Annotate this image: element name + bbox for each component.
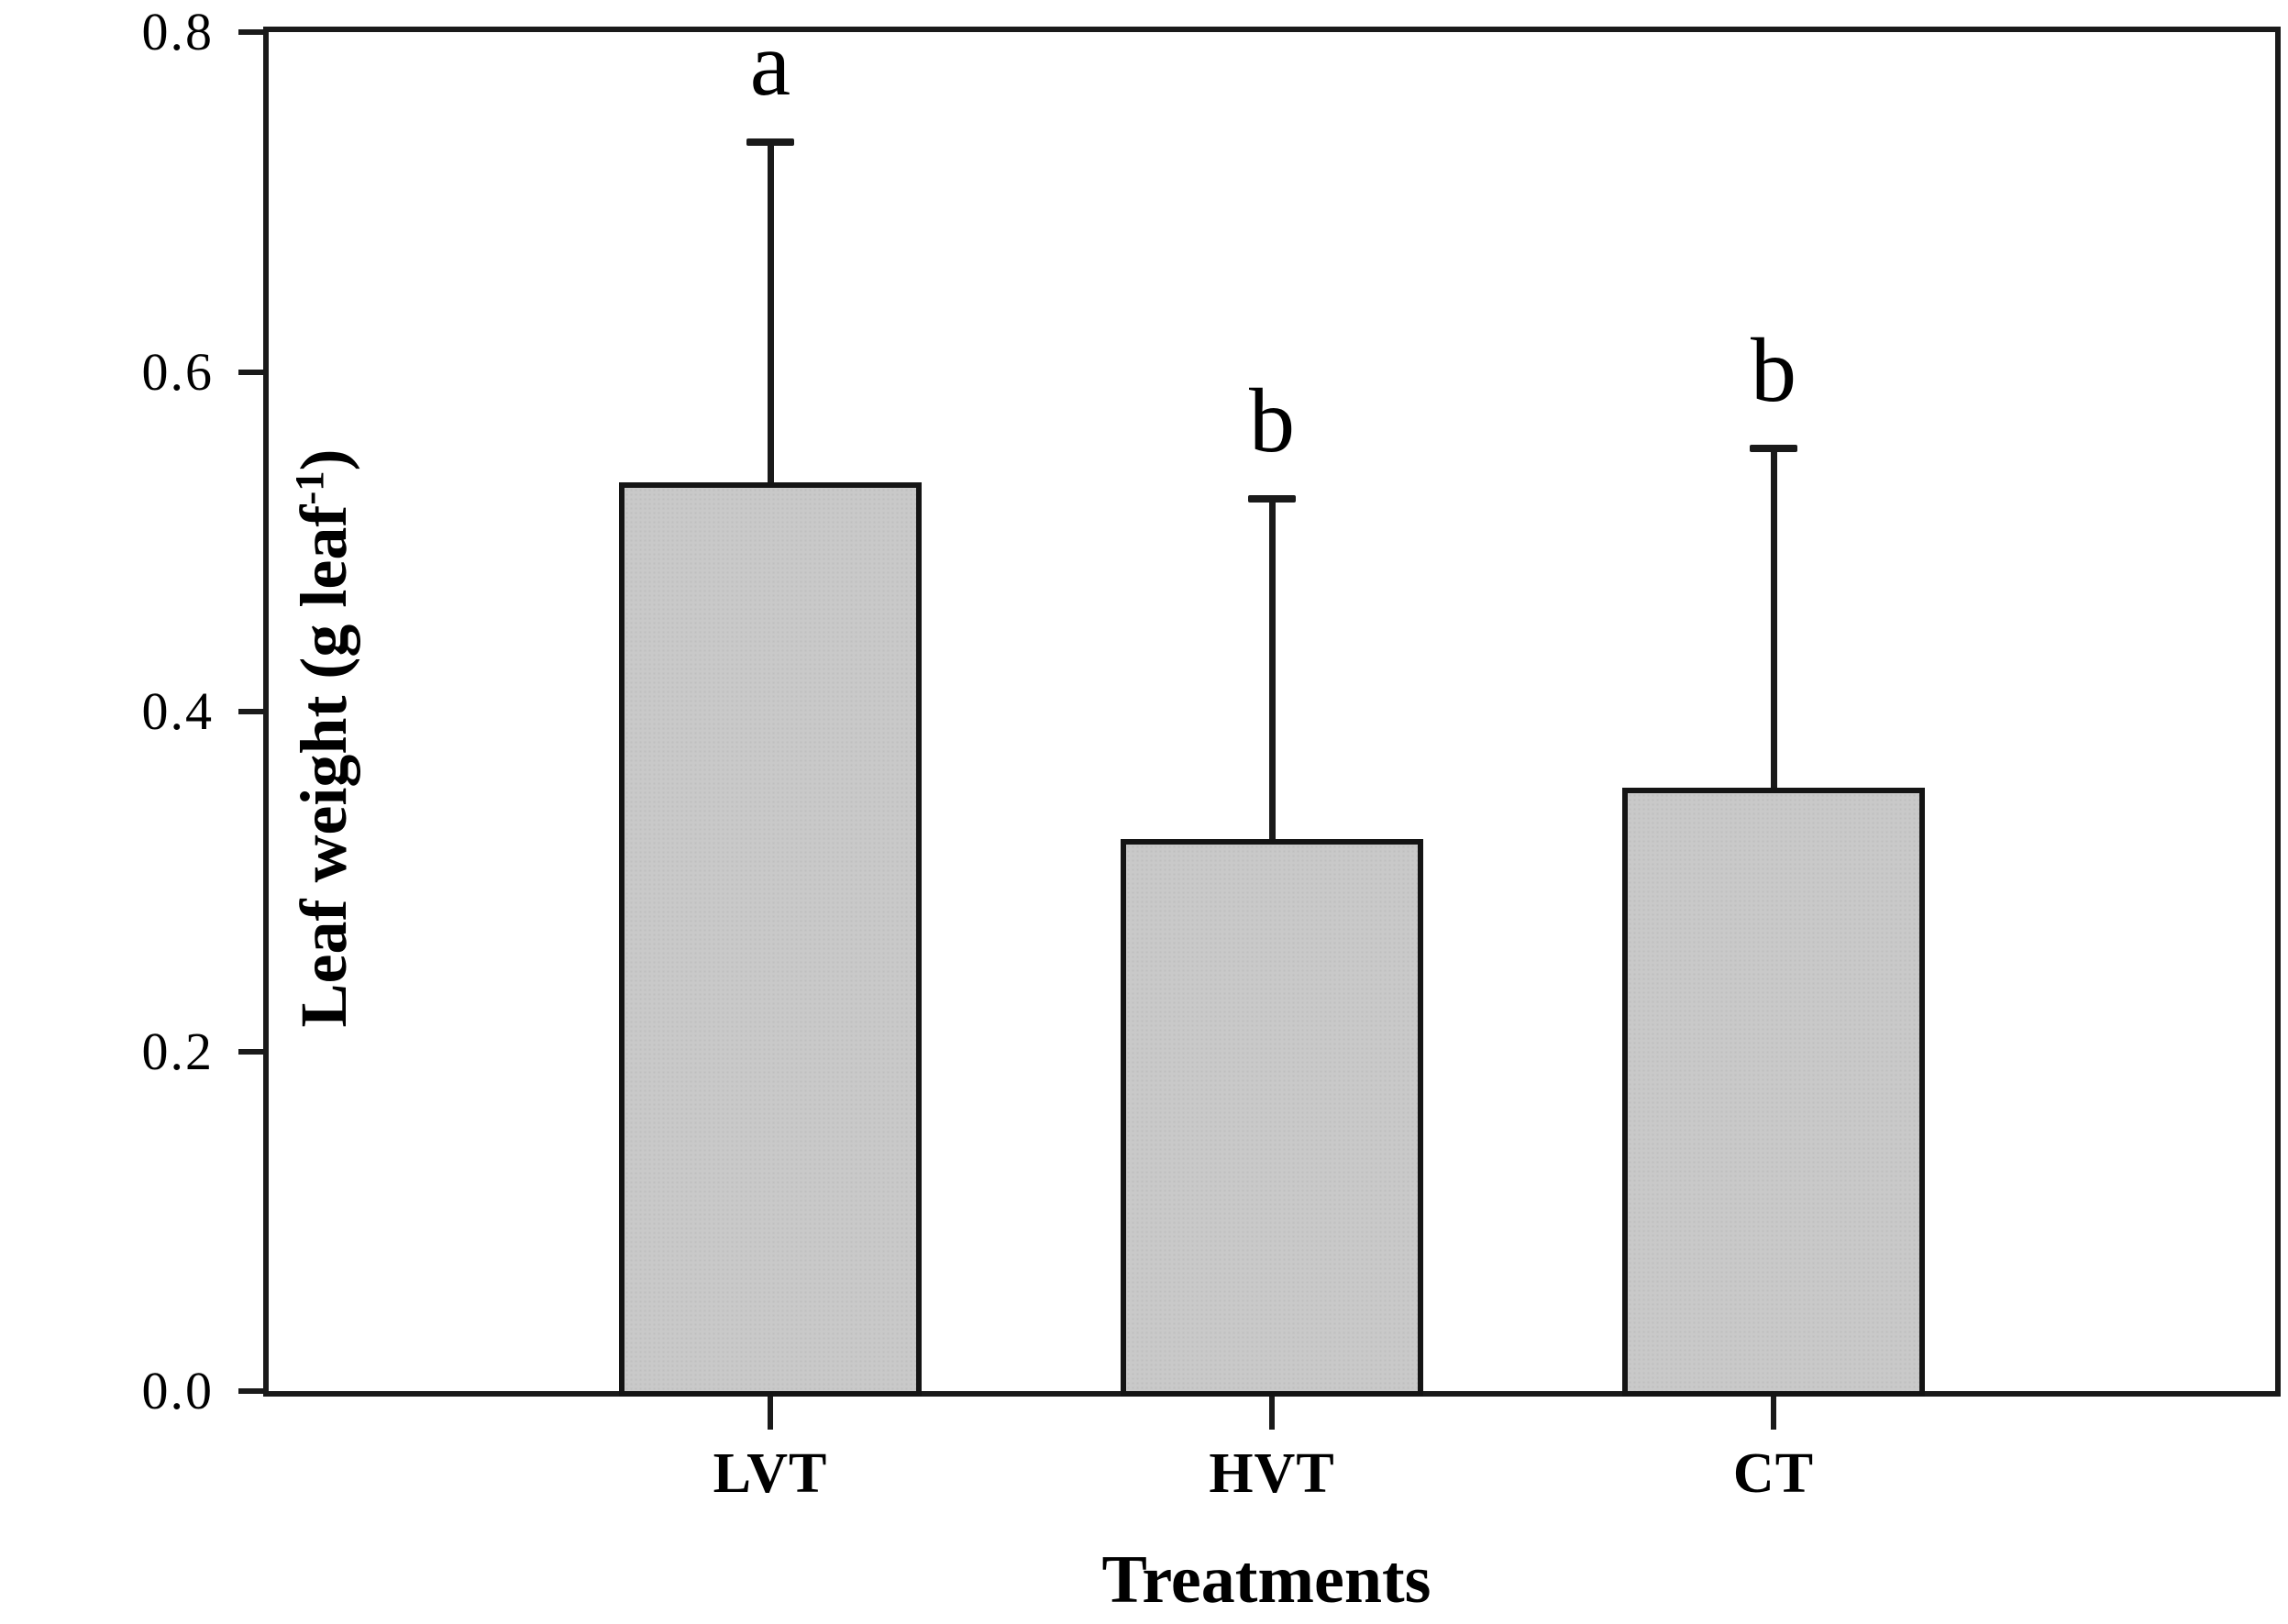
x-tick-mark-ct: [1771, 1397, 1776, 1430]
y-tick-label: 0.4: [141, 681, 214, 741]
significance-letter-lvt: a: [749, 13, 791, 116]
bar-ct: [1622, 788, 1925, 1397]
y-tick-label: 0.8: [141, 2, 214, 61]
x-tick-mark-hvt: [1269, 1397, 1275, 1430]
y-tick-mark: [238, 1048, 264, 1055]
y-tick-label: 0.0: [141, 1361, 214, 1420]
bar-hvt: [1121, 838, 1423, 1397]
y-tick-label: 0.6: [141, 341, 214, 402]
significance-letter-hvt: b: [1249, 370, 1295, 472]
y-axis-title-superscript: -1: [286, 470, 332, 505]
error-bar-lvt: [767, 142, 774, 482]
x-tick-label-lvt: LVT: [713, 1442, 828, 1505]
x-tick-mark-lvt: [768, 1397, 773, 1430]
y-tick-mark: [238, 1388, 264, 1394]
y-axis-title-text: Leaf weight (g leaf: [287, 504, 360, 1028]
y-tick-mark: [238, 709, 264, 714]
bar-group-hvt: b HVT: [269, 32, 2275, 1505]
x-tick-label-ct: CT: [1732, 1442, 1815, 1505]
y-tick-mark: [238, 369, 264, 375]
error-bar-ct: [1770, 447, 1777, 789]
x-axis-title: Treatments: [1101, 1542, 1431, 1618]
y-axis-title-close: ): [287, 448, 360, 471]
bar-lvt: [619, 481, 922, 1397]
error-bar-cap-lvt: [746, 138, 794, 147]
significance-letter-ct: b: [1751, 318, 1796, 421]
error-bar-cap-hvt: [1248, 495, 1296, 503]
y-tick-mark: [238, 29, 264, 35]
error-bar-hvt: [1268, 499, 1276, 839]
x-tick-label-hvt: HVT: [1209, 1442, 1335, 1505]
error-bar-cap-ct: [1750, 444, 1797, 452]
bar-group-ct: b CT: [269, 32, 2275, 1505]
y-axis-title: Leaf weight (g leaf-1): [285, 50, 362, 1426]
bar-group-lvt: a LVT: [269, 13, 2275, 1505]
y-tick-label: 0.2: [141, 1021, 214, 1081]
plot-area: 0.0 0.2 0.4 0.6 0.8 a LVT: [142, 2, 2281, 1505]
